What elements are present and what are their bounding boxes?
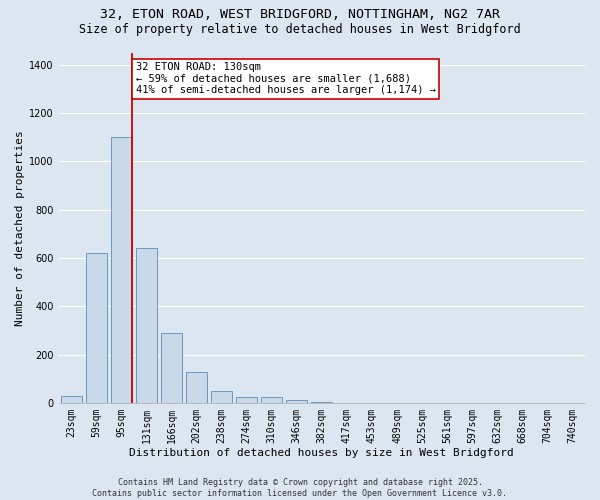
Bar — [110, 137, 132, 403]
Text: Size of property relative to detached houses in West Bridgford: Size of property relative to detached ho… — [79, 22, 521, 36]
Bar — [311, 402, 332, 403]
Bar — [286, 400, 307, 403]
Bar — [136, 248, 157, 403]
X-axis label: Distribution of detached houses by size in West Bridgford: Distribution of detached houses by size … — [130, 448, 514, 458]
Y-axis label: Number of detached properties: Number of detached properties — [15, 130, 25, 326]
Text: 32 ETON ROAD: 130sqm
← 59% of detached houses are smaller (1,688)
41% of semi-de: 32 ETON ROAD: 130sqm ← 59% of detached h… — [136, 62, 436, 96]
Text: Contains HM Land Registry data © Crown copyright and database right 2025.
Contai: Contains HM Land Registry data © Crown c… — [92, 478, 508, 498]
Bar — [161, 333, 182, 403]
Bar — [86, 254, 107, 403]
Bar — [211, 391, 232, 403]
Bar — [261, 397, 283, 403]
Bar — [61, 396, 82, 403]
Bar — [236, 397, 257, 403]
Bar — [186, 372, 207, 403]
Text: 32, ETON ROAD, WEST BRIDGFORD, NOTTINGHAM, NG2 7AR: 32, ETON ROAD, WEST BRIDGFORD, NOTTINGHA… — [100, 8, 500, 20]
